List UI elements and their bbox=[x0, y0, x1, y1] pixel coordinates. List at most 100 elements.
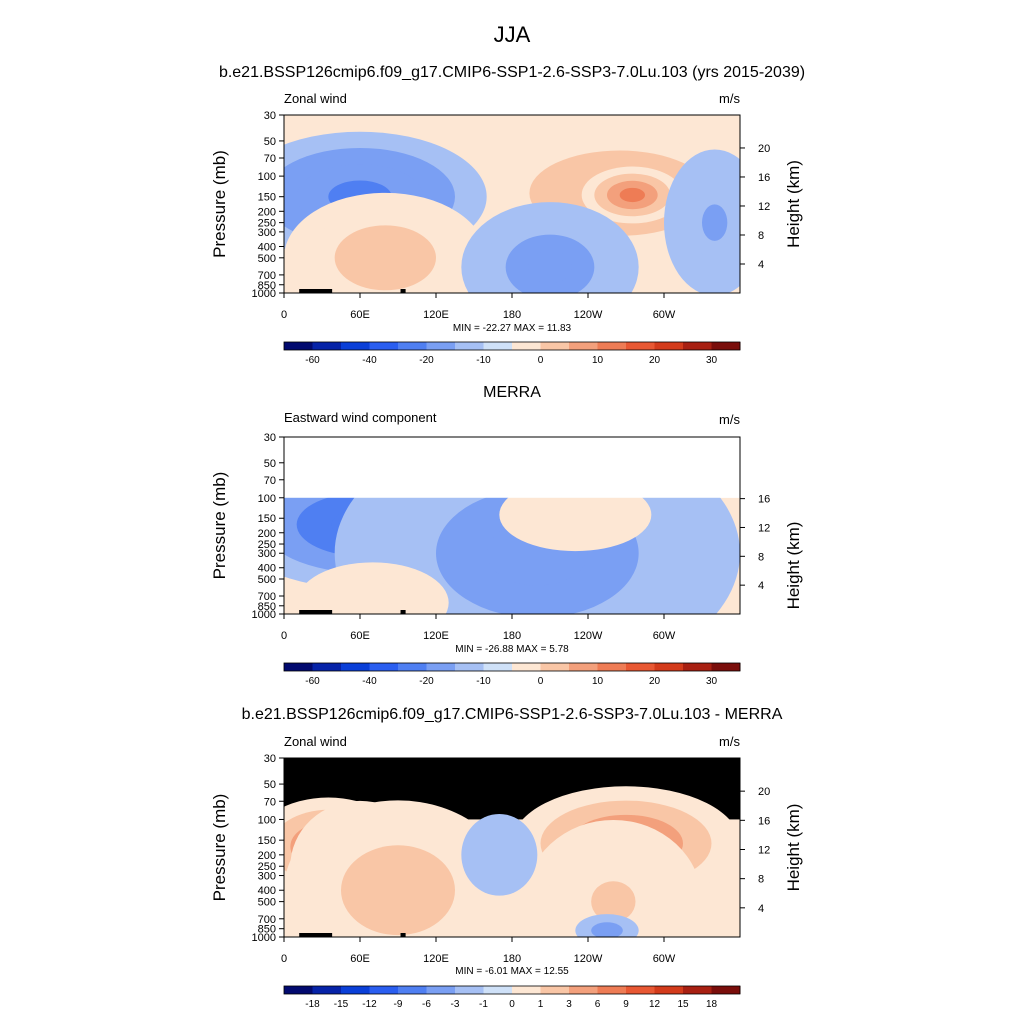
colorbar-label: 1 bbox=[538, 999, 544, 1010]
colorbar-label: -60 bbox=[305, 676, 320, 687]
panel-1: Zonal wind m/s MIN = -22.27 MAX = 11.83 … bbox=[210, 91, 803, 366]
colorbar-swatch bbox=[398, 663, 427, 671]
x-tick-label: 120E bbox=[423, 953, 449, 965]
y2-tick-label: 4 bbox=[758, 903, 764, 915]
colorbar-swatch bbox=[284, 342, 313, 350]
colorbar-label: -1 bbox=[479, 999, 488, 1010]
x-tick-label: 120W bbox=[574, 630, 603, 642]
colorbar-swatch bbox=[540, 342, 570, 350]
colorbar-swatch bbox=[569, 663, 598, 671]
colorbar-swatch bbox=[426, 986, 456, 994]
colorbar-swatch bbox=[569, 342, 598, 350]
y-tick-label: 300 bbox=[258, 227, 276, 239]
x-tick-label: 60E bbox=[350, 630, 370, 642]
y-tick-label: 250 bbox=[258, 539, 276, 551]
colorbar-swatch bbox=[683, 342, 712, 350]
y2-tick-label: 12 bbox=[758, 522, 770, 534]
x-tick-label: 60W bbox=[653, 630, 676, 642]
colorbar-swatch bbox=[597, 663, 627, 671]
topography-mask bbox=[400, 289, 406, 293]
colorbar-swatch bbox=[597, 342, 627, 350]
colorbar-label: -3 bbox=[451, 999, 460, 1010]
panel-1-left-label: Zonal wind bbox=[284, 91, 347, 106]
y2-tick-label: 16 bbox=[758, 494, 770, 506]
y-tick-label: 400 bbox=[258, 563, 276, 575]
y-tick-label: 700 bbox=[258, 270, 276, 282]
y2-tick-label: 16 bbox=[758, 172, 770, 184]
contour-region bbox=[619, 187, 645, 203]
colorbar-swatch bbox=[654, 663, 684, 671]
topography-mask bbox=[400, 610, 406, 614]
colorbar-label: 0 bbox=[509, 999, 515, 1010]
y-tick-label: 500 bbox=[258, 574, 276, 586]
colorbar-swatch bbox=[626, 663, 655, 671]
colorbar-swatch bbox=[312, 663, 342, 671]
contour-region bbox=[489, 844, 509, 866]
y-tick-label: 500 bbox=[258, 897, 276, 909]
x-tick-label: 120W bbox=[574, 953, 603, 965]
x-tick-label: 180 bbox=[503, 953, 521, 965]
panel-1-title: b.e21.BSSP126cmip6.f09_g17.CMIP6-SSP1-2.… bbox=[218, 64, 806, 81]
x-tick-label: 120E bbox=[423, 630, 449, 642]
y-tick-label: 200 bbox=[258, 206, 276, 218]
colorbar-swatch bbox=[312, 342, 342, 350]
y-tick-label: 50 bbox=[264, 136, 276, 148]
no-data-region bbox=[284, 437, 740, 498]
colorbar-swatch bbox=[540, 986, 570, 994]
x-tick-label: 0 bbox=[281, 309, 287, 321]
y-tick-label: 50 bbox=[264, 458, 276, 470]
colorbar-swatch bbox=[483, 342, 513, 350]
colorbar-label: -10 bbox=[476, 355, 491, 366]
y-axis-title: Pressure (mb) bbox=[210, 150, 229, 258]
colorbar-swatch bbox=[398, 986, 427, 994]
colorbar-swatch bbox=[455, 986, 484, 994]
colorbar-swatch bbox=[512, 986, 541, 994]
y2-tick-label: 4 bbox=[758, 580, 764, 592]
x-tick-label: 0 bbox=[281, 953, 287, 965]
contour-region bbox=[353, 592, 392, 613]
colorbar-swatch bbox=[512, 663, 541, 671]
colorbar-swatch bbox=[369, 986, 399, 994]
colorbar-label: 9 bbox=[623, 999, 629, 1010]
colorbar-label: 12 bbox=[649, 999, 661, 1010]
y-tick-label: 30 bbox=[264, 432, 276, 444]
colorbar-label: -60 bbox=[305, 355, 320, 366]
colorbar-label: 30 bbox=[706, 355, 718, 366]
panel-3: Zonal wind m/s MIN = -6.01 MAX = 12.55 3… bbox=[210, 734, 803, 1010]
topography-mask bbox=[400, 933, 406, 937]
topography-mask bbox=[299, 933, 333, 937]
y-tick-label: 700 bbox=[258, 591, 276, 603]
panel-2: Eastward wind component m/s MIN = -26.88… bbox=[210, 410, 803, 687]
y-tick-label: 500 bbox=[258, 253, 276, 265]
colorbar-swatch bbox=[369, 342, 399, 350]
colorbar-swatch bbox=[341, 663, 370, 671]
contour-region bbox=[702, 204, 728, 241]
colorbar-swatch bbox=[711, 986, 741, 994]
y2-tick-label: 12 bbox=[758, 844, 770, 856]
y2-tick-label: 8 bbox=[758, 551, 764, 563]
panel-3-stats: MIN = -6.01 MAX = 12.55 bbox=[455, 966, 569, 977]
colorbar-swatch bbox=[654, 986, 684, 994]
y-tick-label: 700 bbox=[258, 914, 276, 926]
colorbar-label: -15 bbox=[334, 999, 349, 1010]
colorbar-label: 0 bbox=[538, 676, 544, 687]
y-tick-label: 850 bbox=[258, 601, 276, 613]
y2-axis-title: Height (km) bbox=[784, 522, 803, 610]
contour-region bbox=[369, 867, 427, 913]
y2-tick-label: 20 bbox=[758, 786, 770, 798]
colorbar-label: -9 bbox=[394, 999, 403, 1010]
figure-title: JJA bbox=[493, 22, 531, 47]
x-tick-label: 0 bbox=[281, 630, 287, 642]
x-tick-label: 180 bbox=[503, 630, 521, 642]
x-tick-label: 60E bbox=[350, 953, 370, 965]
y2-tick-label: 8 bbox=[758, 230, 764, 242]
panel-3-title: b.e21.BSSP126cmip6.f09_g17.CMIP6-SSP1-2.… bbox=[241, 706, 783, 723]
contour-region bbox=[591, 881, 636, 923]
y-tick-label: 200 bbox=[258, 528, 276, 540]
y-tick-label: 150 bbox=[258, 192, 276, 204]
panel-1-right-label: m/s bbox=[719, 91, 740, 106]
y2-tick-label: 20 bbox=[758, 143, 770, 155]
y-tick-label: 300 bbox=[258, 871, 276, 883]
y-tick-label: 300 bbox=[258, 548, 276, 560]
y-tick-label: 850 bbox=[258, 924, 276, 936]
